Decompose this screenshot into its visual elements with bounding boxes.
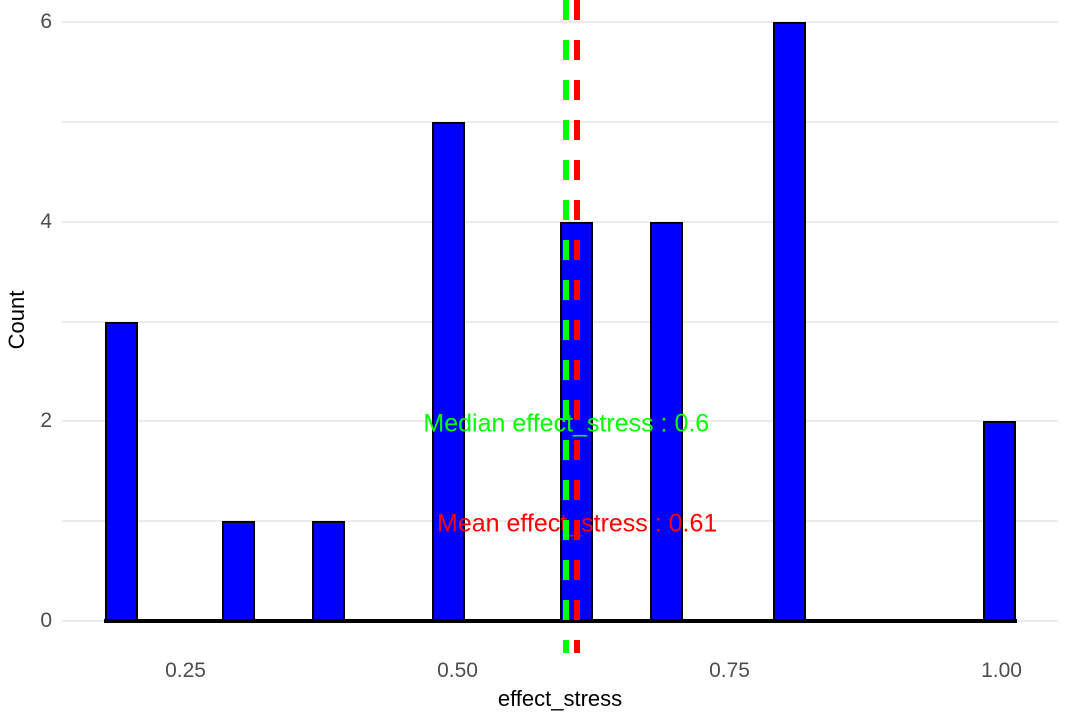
histogram-bar-6 [772, 22, 806, 621]
gridline-y-5 [62, 120, 1058, 123]
y-tick-6: 6 [40, 10, 52, 34]
x-tick-0.25: 0.25 [165, 659, 206, 682]
histogram-bar-3 [432, 121, 466, 621]
histogram-bar-1 [222, 521, 256, 621]
y-tick-0: 0 [40, 609, 52, 632]
histogram-bar-0 [104, 321, 138, 621]
x-tick-0.50: 0.50 [437, 659, 478, 682]
histogram-bar-7 [982, 421, 1016, 621]
gridline-y-6 [62, 21, 1058, 24]
mean-line [574, 0, 581, 653]
x-axis-line [103, 619, 1017, 623]
y-tick-4: 4 [40, 209, 52, 233]
median-line [563, 0, 570, 653]
y-tick-2: 2 [40, 409, 52, 433]
x-tick-0.75: 0.75 [709, 659, 750, 682]
histogram-bar-5 [649, 221, 683, 621]
x-tick-1.00: 1.00 [981, 659, 1022, 682]
x-axis-title: effect_stress [497, 686, 623, 711]
histogram-bar-2 [311, 521, 345, 621]
y-axis-title: Count [4, 290, 29, 350]
